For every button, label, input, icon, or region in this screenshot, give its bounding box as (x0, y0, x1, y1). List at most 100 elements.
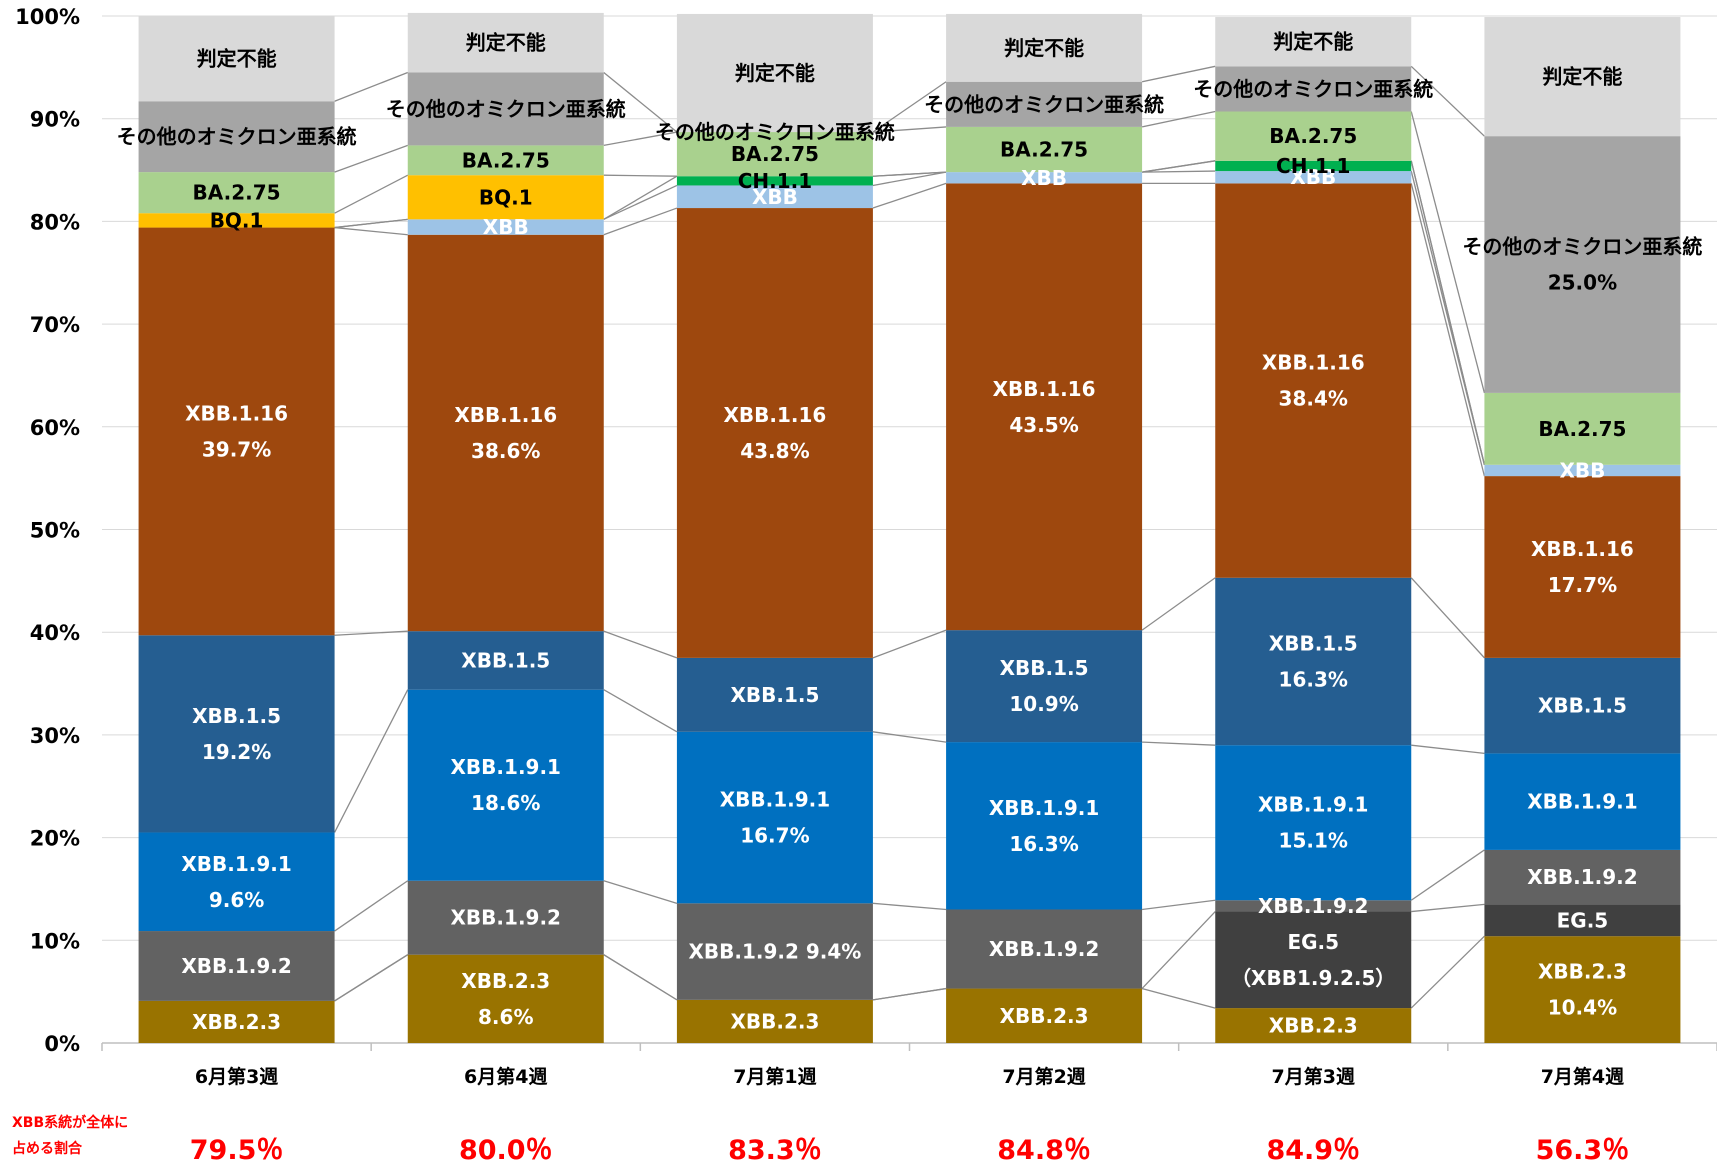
y-tick-label: 0% (44, 1032, 80, 1056)
data-label-xbb116: XBB.1.16 38.6% (454, 403, 557, 463)
series-line-xbb191 (1142, 741, 1216, 746)
series-line-eg5 (334, 954, 409, 1002)
data-label-xbb116: XBB.1.16 43.5% (993, 377, 1096, 437)
x-category-label: 7月第1週 (733, 1065, 816, 1088)
bar-segment-ba275 (407, 145, 604, 176)
bar-segment-xbb191 (138, 832, 335, 932)
y-tick-label: 60% (30, 416, 80, 440)
bar-segment-xbb192 (676, 903, 873, 1000)
data-label-xbb23: XBB.2.3 (1000, 1004, 1089, 1028)
bar-segment-xbb192 (138, 931, 335, 1001)
xbb-share-value: 56.3％ (1535, 1135, 1630, 1166)
series-line-xbb15 (334, 630, 408, 636)
bar-segment-ba275 (1484, 392, 1681, 465)
series-line-xbb192 (872, 902, 947, 911)
xbb-share-value: 84.8％ (997, 1135, 1091, 1166)
y-tick-label: 70% (30, 313, 80, 337)
data-label-xbb: XBB (1021, 166, 1067, 190)
bar-segment-xbb116 (1215, 183, 1412, 578)
series-line-bq1 (1141, 160, 1216, 173)
y-tick-label: 80% (30, 210, 80, 234)
data-label-xbb15: XBB.1.5 10.9% (1000, 656, 1089, 716)
data-label-xbb23: XBB.2.3 (192, 1010, 281, 1034)
data-label-xbb192: XBB.1.9.2 (989, 937, 1099, 961)
data-label-xbb191: XBB.1.9.1 18.6% (451, 755, 561, 815)
data-label-other: その他のオミクロン亜系統 (1193, 77, 1433, 101)
data-label-ba275: BA.2.75 (193, 181, 281, 205)
data-label-xbb15: XBB.1.5 (1538, 694, 1627, 718)
bar-segment-xbb23 (1215, 1008, 1412, 1043)
bar-segment-xbb191 (676, 731, 873, 904)
y-tick-label: 10% (30, 929, 80, 953)
series-line-eg5 (1141, 911, 1216, 990)
y-tick-label: 20% (30, 827, 80, 851)
series-line-eg5 (1411, 903, 1485, 913)
bar-segment-xbb192 (1215, 900, 1412, 912)
series-line-eg5 (603, 954, 678, 1001)
data-label-unknown: 判定不能 (197, 47, 277, 71)
series-line-xbb191 (1411, 744, 1485, 755)
series-line-bq1 (603, 174, 677, 177)
x-category-label: 6月第3週 (195, 1065, 278, 1088)
series-line-bq1 (1410, 160, 1486, 465)
bar-segment-xbb (407, 219, 604, 235)
data-label-eg5: EG.5 （XBB1.9.2.5） (1231, 930, 1395, 990)
series-line-other (872, 81, 947, 133)
series-line-ba275 (1141, 110, 1216, 128)
bar-segment-xbb191 (946, 742, 1143, 910)
series-line-xbb192 (334, 880, 409, 932)
bar-segment-xbb15 (138, 635, 335, 833)
series-line-bq1 (334, 174, 409, 214)
bar-segment-eg5 (1484, 904, 1681, 937)
data-label-other: その他のオミクロン亜系統 (117, 125, 357, 149)
series-line-ba275 (334, 144, 408, 173)
data-labels: XBB.2.3 XBB.1.9.2 XBB.1.9.1 9.6% XBB.1.5 19.2… (117, 30, 1703, 1038)
data-label-bq1: BQ.1 (210, 208, 264, 232)
data-label-xbb191: XBB.1.9.1 (1527, 790, 1637, 814)
y-tick-label: 90% (30, 108, 80, 132)
series-connectors (334, 65, 1486, 1009)
data-label-unknown: 判定不能 (735, 61, 815, 85)
series-line-ba275 (872, 126, 947, 133)
data-label-xbb116: XBB.1.16 17.7% (1531, 537, 1634, 597)
series-line-bq1 (872, 171, 947, 177)
y-tick-label: 40% (30, 621, 80, 645)
bar-segment-xbb116 (407, 234, 604, 632)
data-label-xbb192: XBB.1.9.2 9.4% (688, 940, 861, 964)
series-line-xbb116 (1410, 183, 1486, 477)
data-label-ch11: CH.1.1 (738, 169, 812, 193)
bar-segment-xbb23 (138, 1000, 335, 1043)
bar-segment-other (407, 72, 604, 146)
data-label-other: その他のオミクロン亜系統 (655, 120, 895, 144)
series-line-xbb192 (603, 880, 678, 904)
data-label-bq1: BQ.1 (479, 185, 533, 209)
series-line-ba275 (603, 131, 678, 147)
data-label-ba275: BA.2.75 (1538, 417, 1626, 441)
x-category-label: 7月第4週 (1541, 1065, 1624, 1088)
series-line-ch11 (603, 175, 678, 220)
data-label-xbb23: XBB.2.3 (1269, 1014, 1358, 1038)
series-line-xbb (1142, 170, 1216, 173)
series-line-other (603, 71, 678, 133)
y-tick-label: 30% (30, 724, 80, 748)
data-label-xbb116: XBB.1.16 39.7% (185, 401, 288, 461)
bar-segment-unknown (138, 16, 335, 102)
series-line-other (1410, 65, 1485, 137)
bar-segment-xbb191 (1215, 745, 1412, 901)
series-line-xbb (872, 171, 947, 187)
bar-segment-other (1215, 66, 1412, 112)
bar-segment-other (1484, 136, 1681, 393)
data-label-xbb192: XBB.1.9.2 (1258, 894, 1368, 918)
data-label-unknown: 判定不能 (1004, 36, 1084, 60)
bar-segment-xbb (946, 172, 1143, 184)
series-line-xbb191 (603, 689, 678, 733)
bar-segment-xbb23 (407, 954, 604, 1043)
data-label-xbb191: XBB.1.9.1 9.6% (181, 852, 291, 912)
data-label-ba275: BA.2.75 (1269, 124, 1357, 148)
bar-segment-xbb191 (1484, 753, 1681, 850)
data-label-ch11: CH.1.1 (1276, 154, 1350, 178)
bar-segment-ba275 (1215, 111, 1412, 161)
y-tick-label: 100% (15, 5, 80, 29)
bar-segment-unknown (1484, 17, 1681, 137)
